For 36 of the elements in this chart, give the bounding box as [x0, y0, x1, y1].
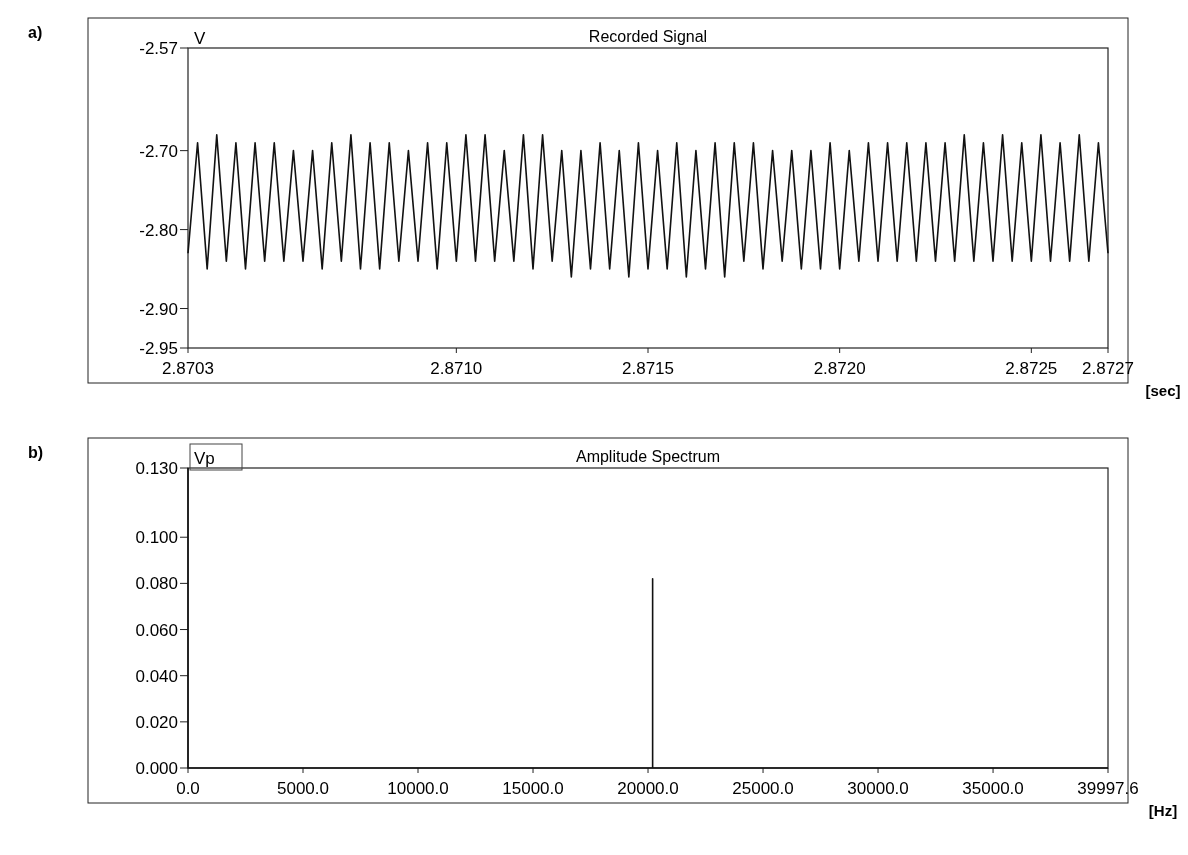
y-tick-label: -2.70	[139, 141, 178, 161]
y-tick-label: 0.100	[135, 528, 178, 548]
x-tick-label: 5000.0	[277, 779, 330, 798]
y-tick-label: -2.57	[139, 39, 178, 58]
x-tick-label: 35000.0	[962, 779, 1024, 798]
x-tick-label: 10000.0	[387, 779, 449, 798]
y-tick-label: 0.040	[135, 666, 178, 686]
y-tick-label: 0.020	[135, 712, 178, 732]
text: a)	[28, 24, 43, 41]
x-tick-label: 25000.0	[732, 779, 794, 798]
y-tick-label: 0.130	[135, 459, 178, 478]
x-tick-label: 15000.0	[502, 779, 564, 798]
line-series	[187, 134, 1109, 278]
y-tick-label: -2.95	[139, 339, 178, 358]
x-tick-label: 2.8703	[162, 359, 214, 378]
x-axis-title: [sec]	[1145, 382, 1181, 399]
y-tick-label: 0.060	[135, 620, 178, 640]
x-tick-label: 2.8720	[813, 359, 866, 378]
chart-title: Recorded Signal	[588, 28, 708, 45]
x-axis-title: [Hz]	[1148, 802, 1178, 819]
x-tick-label: 0.0	[176, 779, 200, 798]
y-tick-label: 0.080	[135, 574, 178, 594]
text: b)	[28, 444, 44, 461]
x-tick-label: 2.8710	[430, 359, 483, 378]
y-axis-title: Vp	[194, 449, 215, 468]
x-tick-label: 2.8727	[1082, 359, 1134, 378]
x-tick-label: 2.8725	[1005, 359, 1058, 378]
x-tick-label: 2.8715	[622, 359, 674, 378]
y-axis-title: V	[194, 29, 206, 48]
x-tick-label: 30000.0	[847, 779, 909, 798]
x-tick-label: 20000.0	[617, 779, 679, 798]
y-tick-label: -2.90	[139, 299, 178, 319]
y-tick-label: 0.000	[135, 759, 178, 778]
chart-title: Amplitude Spectrum	[575, 448, 721, 465]
x-tick-label: 39997.6	[1077, 779, 1139, 798]
y-tick-label: -2.80	[139, 220, 178, 240]
